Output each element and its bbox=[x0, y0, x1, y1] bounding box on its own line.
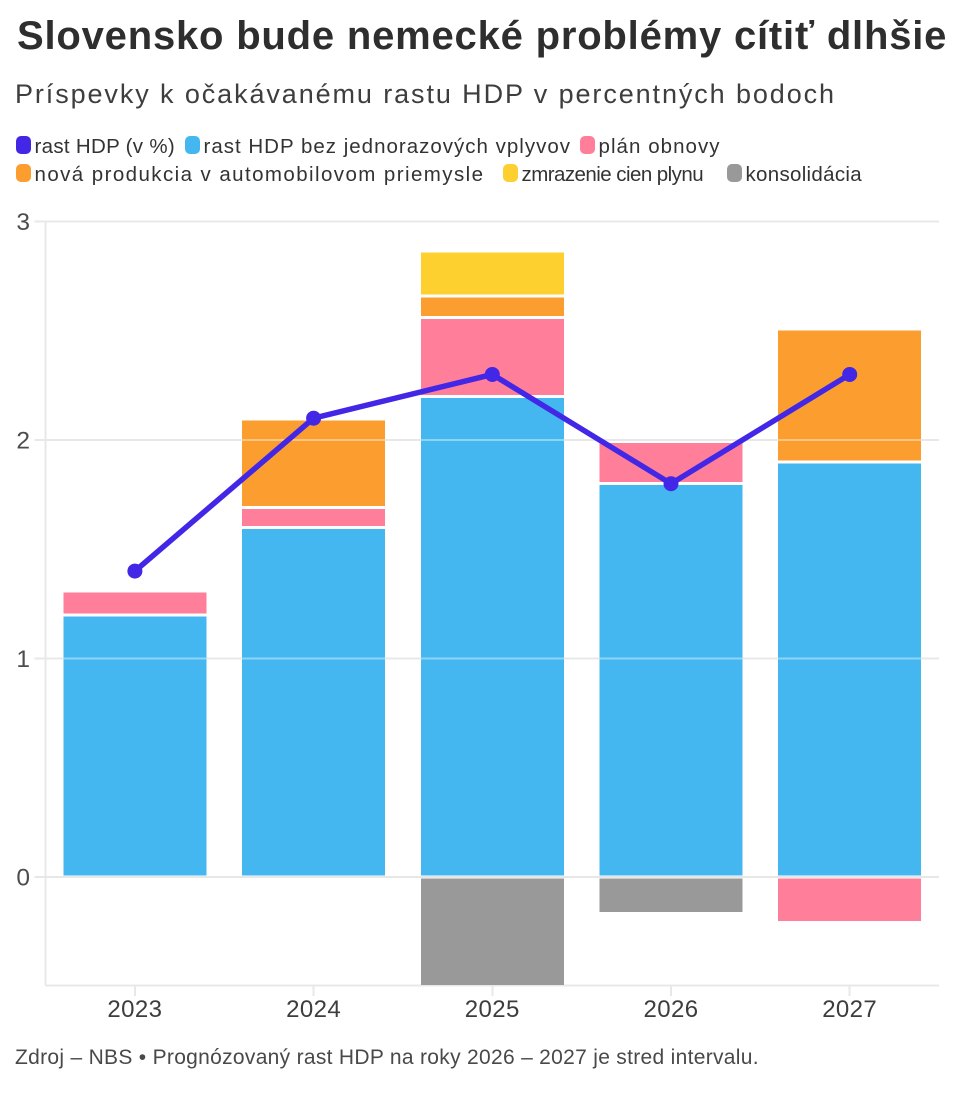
svg-text:2026: 2026 bbox=[644, 996, 699, 1023]
svg-text:2027: 2027 bbox=[822, 996, 877, 1023]
svg-text:2: 2 bbox=[16, 427, 30, 454]
svg-text:0: 0 bbox=[16, 864, 30, 891]
svg-text:3: 3 bbox=[16, 209, 30, 236]
svg-text:1: 1 bbox=[16, 646, 30, 673]
svg-text:2025: 2025 bbox=[465, 996, 520, 1023]
svg-text:2023: 2023 bbox=[107, 996, 162, 1023]
svg-text:2024: 2024 bbox=[286, 996, 341, 1023]
